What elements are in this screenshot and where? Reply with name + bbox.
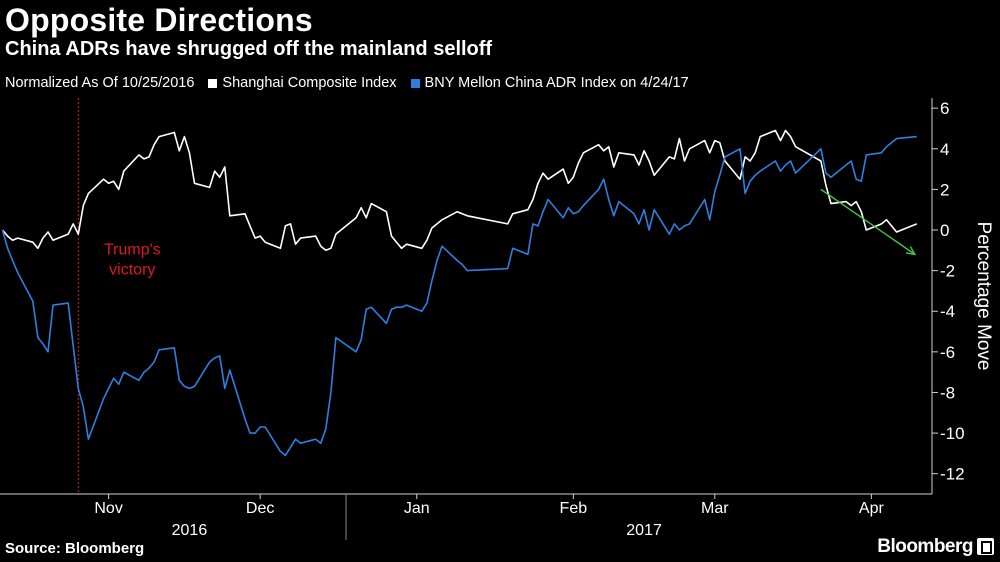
x-year-label: 2017 xyxy=(626,522,662,539)
y-tick-label: -2 xyxy=(940,262,955,281)
legend: Normalized As Of 10/25/2016 Shanghai Com… xyxy=(5,72,689,94)
y-tick-label: -4 xyxy=(940,302,955,321)
x-tick-label: Nov xyxy=(94,500,122,517)
y-tick-label: 2 xyxy=(940,180,949,199)
x-tick-label: Jan xyxy=(404,500,430,517)
x-tick-label: Mar xyxy=(701,500,729,517)
y-tick-label: 4 xyxy=(940,140,949,159)
legend-swatch-shanghai xyxy=(208,78,218,88)
legend-label-adr: BNY Mellon China ADR Index on 4/24/17 xyxy=(424,75,689,91)
y-tick-label: 6 xyxy=(940,99,949,118)
y-tick-label: -8 xyxy=(940,383,955,402)
legend-label-shanghai: Shanghai Composite Index xyxy=(222,75,397,91)
bloomberg-mark-icon xyxy=(977,538,994,555)
chart-subtitle: China ADRs have shrugged off the mainlan… xyxy=(5,38,493,60)
y-axis-label: Percentage Move xyxy=(973,222,994,371)
x-tick-label: Dec xyxy=(246,500,274,517)
y-tick-label: 0 xyxy=(940,221,949,240)
trend-arrow-head xyxy=(905,246,917,256)
legend-item-shanghai: Shanghai Composite Index xyxy=(208,75,397,91)
chart-title: Opposite Directions xyxy=(5,2,313,38)
y-tick-label: -12 xyxy=(940,465,965,484)
x-tick-label: Feb xyxy=(560,500,588,517)
y-tick-label: -10 xyxy=(940,424,965,443)
x-tick-label: Apr xyxy=(859,500,885,517)
series-line-shanghai xyxy=(1,129,918,252)
legend-normalization-note: Normalized As Of 10/25/2016 xyxy=(5,75,195,91)
legend-swatch-adr xyxy=(410,78,420,88)
annotation-label: victory xyxy=(109,261,155,278)
brand-logo-text: Bloomberg xyxy=(877,536,973,557)
legend-item-adr: BNY Mellon China ADR Index on 4/24/17 xyxy=(410,75,689,91)
source-note: Source: Bloomberg xyxy=(5,540,145,557)
series-line-adr xyxy=(1,135,917,457)
annotation-label: Trump's xyxy=(104,241,161,258)
x-year-label: 2016 xyxy=(172,522,208,539)
trend-arrow-line xyxy=(820,188,916,255)
y-tick-label: -6 xyxy=(940,343,955,362)
